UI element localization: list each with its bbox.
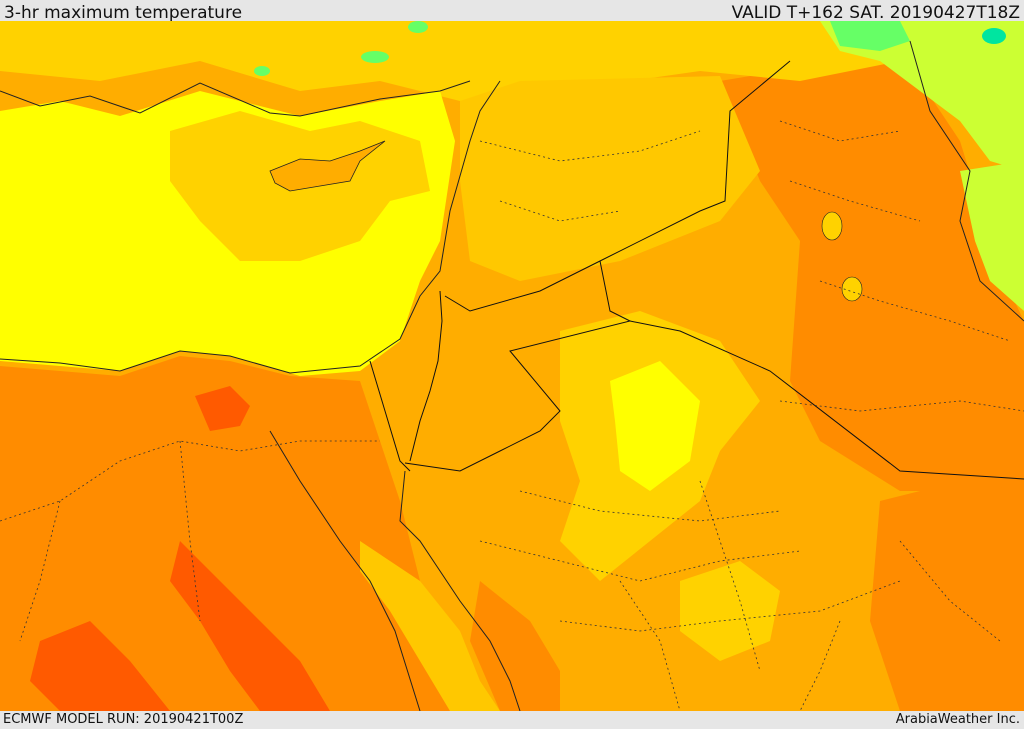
admin-boundaries [0, 120, 1024, 711]
map-title: 3-hr maximum temperature [4, 3, 243, 23]
cooler-zone-caucasus [830, 21, 910, 51]
cool-zone-zagros [960, 161, 1024, 311]
coastline-red-sea-west [269, 430, 421, 711]
border-jordan-valley [409, 290, 443, 462]
model-run-label: ECMWF MODEL RUN: 20190421T00Z [3, 712, 244, 727]
temperature-map-svg [0, 21, 1024, 711]
cool-zone-caucasus [820, 21, 1024, 171]
coastline-turkey [0, 80, 471, 117]
border-syria-iraq [444, 60, 791, 312]
border-jordan-saudi [404, 260, 632, 472]
mild-zone-north [0, 21, 1024, 101]
cool-patch-3 [254, 66, 270, 76]
border-saudi-iraq [629, 320, 1024, 480]
mild-zone-south-arabia [680, 561, 780, 661]
valid-time: VALID T+162 SAT. 20190427T18Z [731, 3, 1020, 23]
red-sea [360, 541, 500, 711]
coolest-patch [982, 28, 1006, 44]
lake-razazza [841, 276, 863, 302]
very-hot-zone-west [30, 621, 170, 711]
coastline-red-sea-east [399, 470, 521, 711]
temperature-map[interactable] [0, 21, 1024, 711]
coastline-levant-egypt [0, 80, 501, 374]
hot-zone-egypt [0, 356, 450, 711]
cyprus-island [269, 140, 386, 192]
hot-zone-south-east [870, 481, 1024, 711]
mild-zone-levant [460, 76, 760, 281]
lake-tharthar [821, 211, 843, 241]
credit-label: ArabiaWeather Inc. [895, 712, 1020, 727]
cool-patch-1 [408, 21, 428, 33]
very-hot-zone-nile [170, 541, 330, 711]
cool-patch-2 [361, 51, 389, 63]
coastline-gulf [909, 40, 1024, 322]
very-hot-zone-delta [195, 386, 250, 431]
cool-zone-arabia [610, 361, 700, 491]
warm-zone-syria-iraq [720, 51, 1024, 491]
border-egypt-sinai [369, 360, 411, 472]
hot-zone-red-sea-coast [470, 581, 560, 711]
map-header: 3-hr maximum temperature VALID T+162 SAT… [0, 0, 1024, 23]
map-footer: ECMWF MODEL RUN: 20190421T00Z ArabiaWeat… [0, 711, 1024, 729]
